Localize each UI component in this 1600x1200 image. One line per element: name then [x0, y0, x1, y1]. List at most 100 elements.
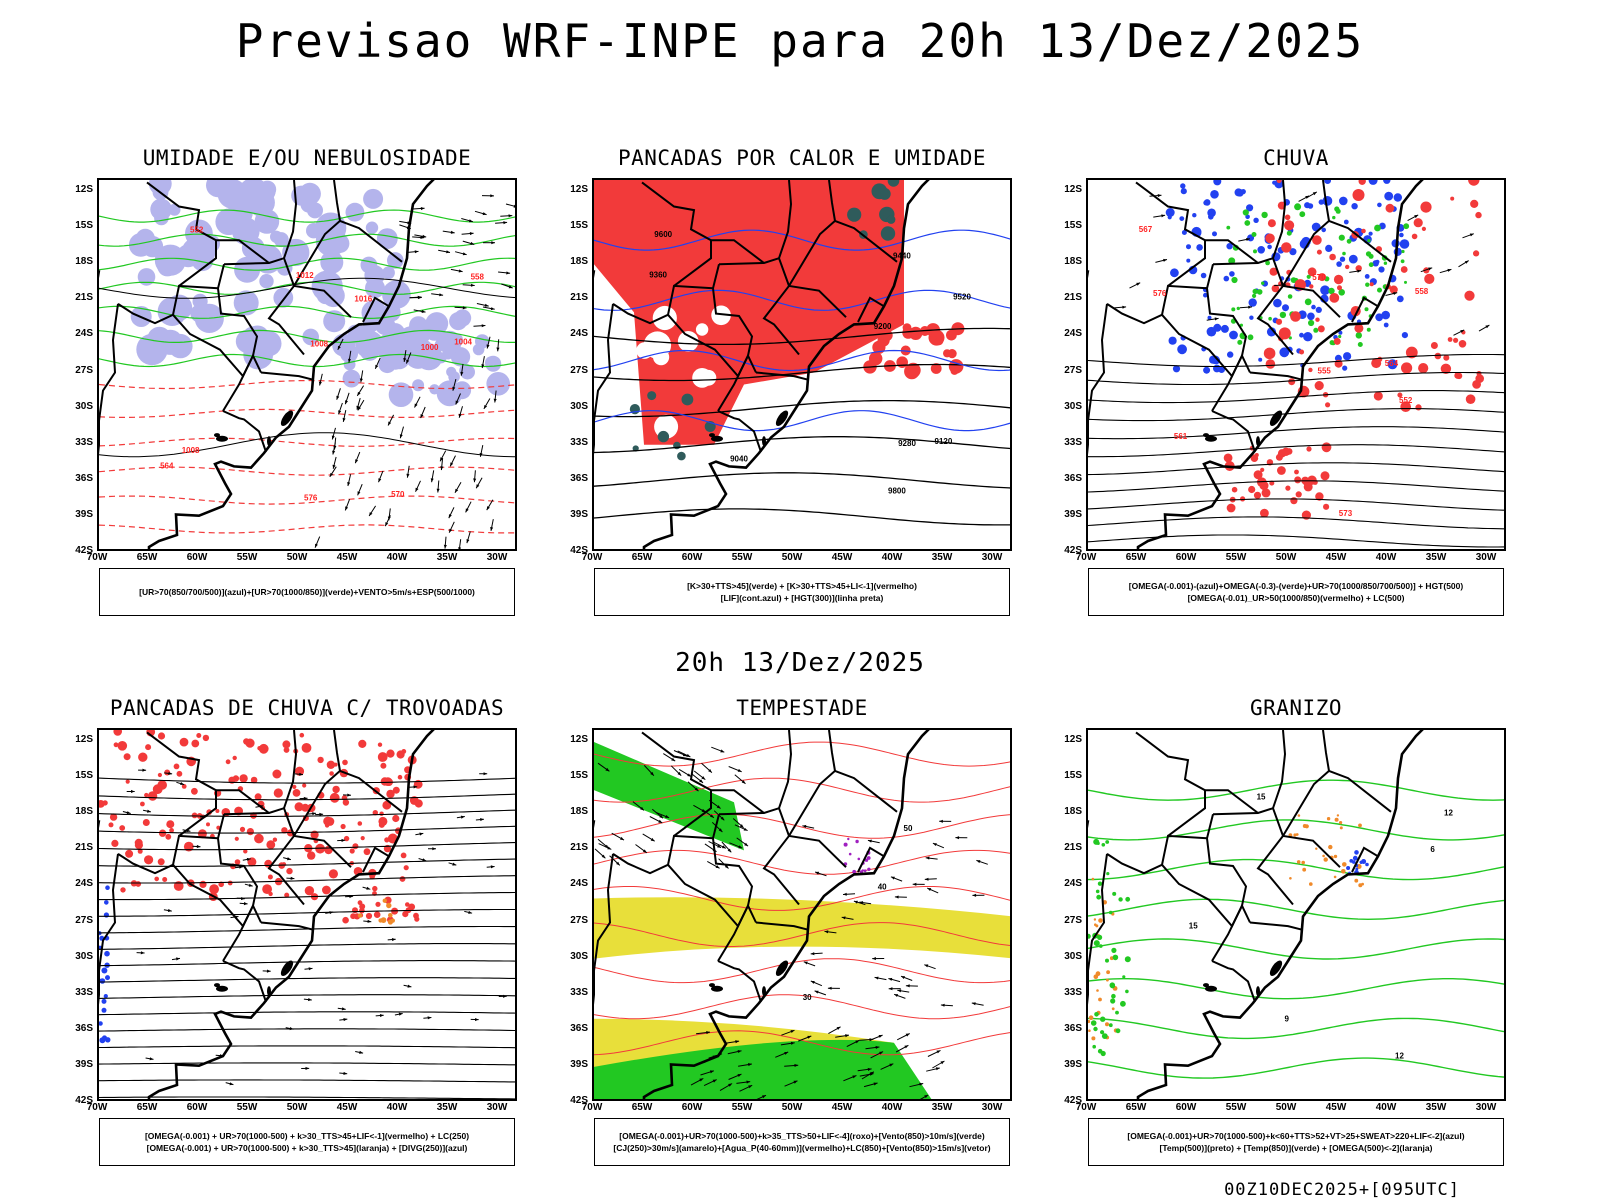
- longitude-tick-label: 55W: [731, 1102, 753, 1113]
- latitude-tick-label: 12S: [75, 184, 93, 196]
- latitude-tick-label: 15S: [75, 770, 93, 782]
- longitude-tick-label: 40W: [386, 552, 408, 563]
- panel-title: TEMPESTADE: [736, 696, 868, 720]
- contour-label: 558: [471, 272, 485, 281]
- latitude-tick-label: 12S: [75, 734, 93, 746]
- contour-label: 564: [1385, 359, 1399, 368]
- panel-legend: [UR>70(850/700/500)](azul)+[UR>70(1000/8…: [99, 568, 515, 616]
- longitude-tick-label: 50W: [781, 552, 803, 563]
- legend-line: [UR>70(850/700/500)](azul)+[UR>70(1000/8…: [139, 587, 475, 597]
- legend-line: [OMEGA(-0.001)-(azul)+OMEGA(-0.3)-(verde…: [1128, 581, 1464, 591]
- contour-label: 12: [1395, 1052, 1404, 1061]
- longitude-tick-label: 70W: [86, 552, 108, 563]
- panel-legend: [OMEGA(-0.001)+UR>70(1000-500)+k<60+TTS>…: [1088, 1118, 1504, 1166]
- contour-label: 9200: [874, 322, 892, 331]
- longitude-tick-label: 30W: [486, 1102, 508, 1113]
- contour-label: 9440: [893, 251, 911, 260]
- latitude-tick-label: 15S: [1064, 220, 1082, 232]
- latitude-tick-label: 24S: [1064, 878, 1082, 890]
- latitude-tick-label: 39S: [75, 1058, 93, 1070]
- contour-label: 9800: [888, 487, 906, 496]
- longitude-tick-label: 45W: [1325, 552, 1347, 563]
- forecast-time-subtitle: 20h 13/Dez/2025: [675, 648, 925, 678]
- latitude-tick-label: 36S: [75, 1022, 93, 1034]
- latitude-tick-label: 42S: [570, 545, 588, 556]
- latitude-tick-label: 30S: [75, 400, 93, 412]
- latitude-tick-label: 42S: [75, 545, 93, 556]
- panel-legend: [OMEGA(-0.001)-(azul)+OMEGA(-0.3)-(verde…: [1088, 568, 1504, 616]
- longitude-tick-label: 50W: [1275, 1102, 1297, 1113]
- latitude-tick-label: 33S: [570, 436, 588, 448]
- forecast-map: 1008 1004 1000 1016 1012 1008 576 570 564 558 552: [97, 178, 517, 551]
- latitude-tick-label: 27S: [75, 914, 93, 926]
- longitude-tick-label: 45W: [831, 1102, 853, 1113]
- latitude-tick-label: 21S: [1064, 292, 1082, 304]
- legend-line: [OMEGA(-0.001) + UR>70(1000-500) + k>30_…: [146, 1143, 468, 1153]
- latitude-tick-label: 27S: [75, 364, 93, 376]
- latitude-tick-label: 15S: [1064, 770, 1082, 782]
- latitude-tick-label: 12S: [570, 184, 588, 196]
- latitude-tick-label: 30S: [1064, 400, 1082, 412]
- contour-label: 570: [1312, 273, 1326, 282]
- longitude-tick-label: 50W: [286, 1102, 308, 1113]
- legend-line: [K>30+TTS>45](verde) + [K>30+TTS>45+LI<-…: [687, 581, 917, 591]
- longitude-tick-label: 35W: [931, 552, 953, 563]
- latitude-tick-label: 21S: [570, 842, 588, 854]
- latitude-tick-label: 33S: [1064, 436, 1082, 448]
- longitude-tick-label: 65W: [136, 1102, 158, 1113]
- longitude-tick-label: 30W: [981, 1102, 1003, 1113]
- panel-title: CHUVA: [1263, 146, 1329, 170]
- longitude-tick-label: 70W: [1075, 1102, 1097, 1113]
- longitude-tick-label: 40W: [386, 1102, 408, 1113]
- latitude-tick-label: 36S: [570, 472, 588, 484]
- latitude-tick-label: 21S: [75, 292, 93, 304]
- longitude-tick-label: 45W: [831, 552, 853, 563]
- latitude-tick-label: 15S: [570, 220, 588, 232]
- latitude-tick-label: 24S: [75, 878, 93, 890]
- latitude-tick-label: 42S: [1064, 545, 1082, 556]
- latitude-tick-label: 21S: [1064, 842, 1082, 854]
- latitude-tick-label: 39S: [570, 508, 588, 520]
- legend-line: [OMEGA(-0.001)+UR>70(1000-500)+k<60+TTS>…: [1127, 1131, 1465, 1141]
- latitude-tick-label: 15S: [570, 770, 588, 782]
- longitude-tick-label: 70W: [1075, 552, 1097, 563]
- longitude-tick-label: 60W: [1175, 1102, 1197, 1113]
- longitude-tick-label: 65W: [136, 552, 158, 563]
- longitude-tick-label: 45W: [1325, 1102, 1347, 1113]
- contour-label: 12: [1444, 809, 1453, 818]
- latitude-tick-label: 21S: [570, 292, 588, 304]
- longitude-tick-label: 65W: [1125, 1102, 1147, 1113]
- contour-label: 9040: [730, 455, 748, 464]
- contour-label: 555: [1318, 367, 1332, 376]
- contour-label: 558: [1415, 287, 1429, 296]
- latitude-tick-label: 39S: [1064, 508, 1082, 520]
- longitude-tick-label: 35W: [436, 552, 458, 563]
- run-timestamp: 00Z10DEC2025+[095UTC]: [1224, 1180, 1460, 1200]
- longitude-tick-label: 50W: [1275, 552, 1297, 563]
- longitude-tick-label: 45W: [336, 1102, 358, 1113]
- contour-label: 1008: [182, 446, 200, 455]
- longitude-tick-label: 55W: [236, 1102, 258, 1113]
- latitude-tick-label: 39S: [1064, 1058, 1082, 1070]
- forecast-map: 15 12 9 6 15 12: [1086, 728, 1506, 1101]
- latitude-tick-label: 12S: [1064, 184, 1082, 196]
- latitude-tick-label: 30S: [1064, 950, 1082, 962]
- page-title: Previsao WRF-INPE para 20h 13/Dez/2025: [235, 14, 1365, 68]
- latitude-tick-label: 42S: [570, 1095, 588, 1106]
- latitude-tick-label: 36S: [1064, 472, 1082, 484]
- panel-title: GRANIZO: [1249, 696, 1342, 720]
- longitude-tick-label: 35W: [931, 1102, 953, 1113]
- panel-title: PANCADAS DE CHUVA C/ TROVOADAS: [109, 696, 505, 720]
- contour-label: 9520: [953, 292, 971, 301]
- contour-label: 564: [160, 462, 174, 471]
- latitude-tick-label: 33S: [75, 986, 93, 998]
- longitude-tick-label: 65W: [631, 552, 653, 563]
- longitude-tick-label: 40W: [1375, 552, 1397, 563]
- latitude-tick-label: 12S: [570, 734, 588, 746]
- longitude-tick-label: 70W: [86, 1102, 108, 1113]
- contour-label: 1008: [310, 340, 328, 349]
- panel-legend: [OMEGA(-0.001) + UR>70(1000-500) + k>30_…: [99, 1118, 515, 1166]
- contour-label: 552: [1399, 396, 1413, 405]
- latitude-tick-label: 12S: [1064, 734, 1082, 746]
- legend-line: [OMEGA(-0.01)_UR>50(1000/850)(vermelho) …: [1187, 593, 1405, 603]
